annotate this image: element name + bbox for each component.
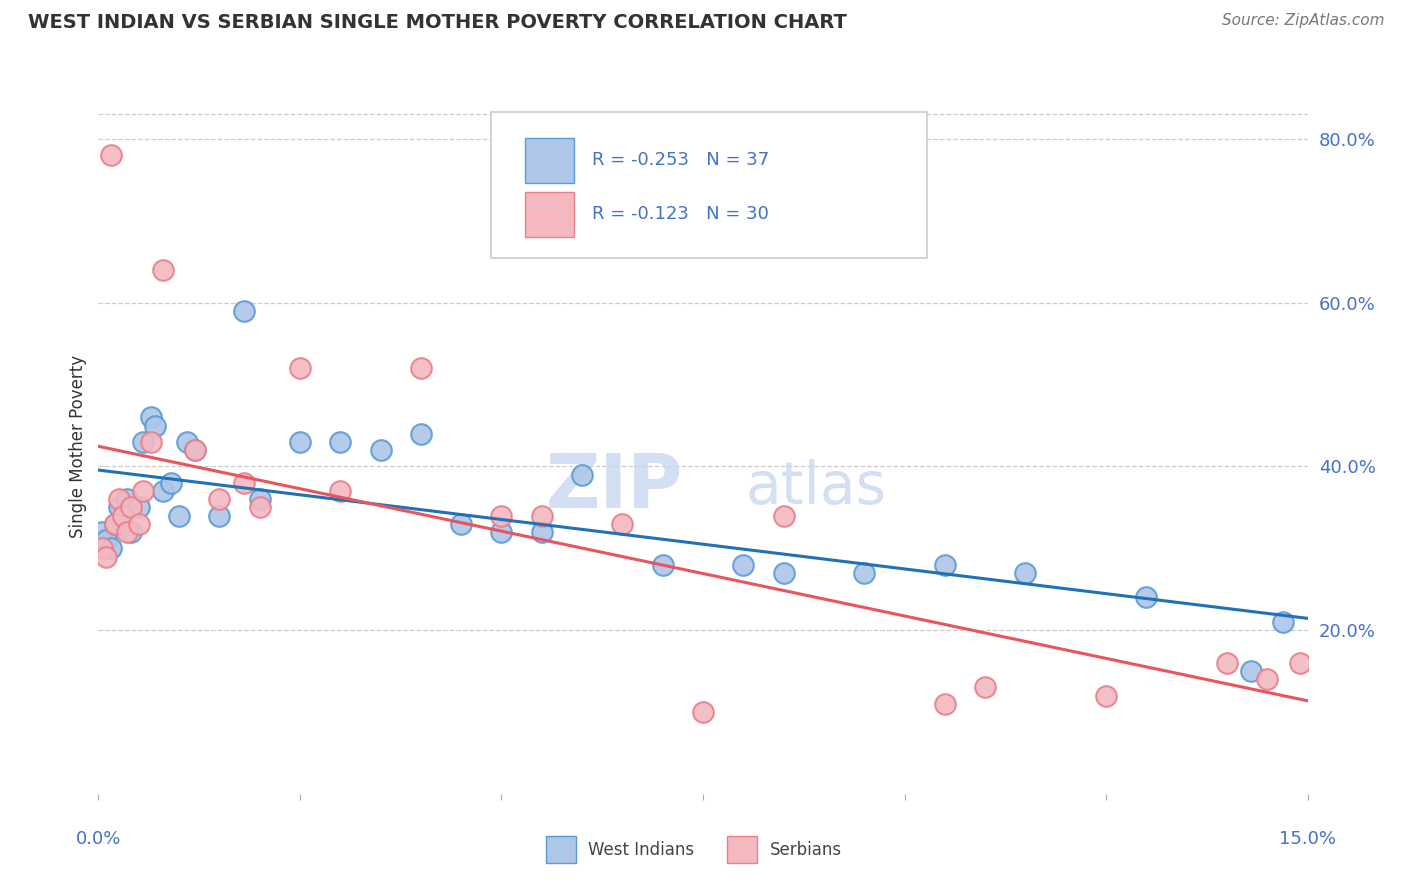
Point	[208, 492, 231, 507]
Point	[176, 434, 198, 449]
Text: R = -0.253   N = 37: R = -0.253 N = 37	[592, 151, 769, 169]
Point	[733, 558, 755, 572]
Point	[934, 558, 956, 572]
Point	[107, 492, 129, 507]
Point	[167, 508, 190, 523]
Point	[103, 516, 125, 531]
Point	[1216, 656, 1239, 670]
Point	[160, 475, 183, 490]
Point	[120, 524, 142, 539]
Point	[232, 475, 254, 490]
Bar	[526, 192, 574, 237]
Point	[1272, 615, 1295, 629]
Point	[571, 467, 593, 482]
Point	[152, 263, 174, 277]
Point	[329, 483, 352, 498]
Point	[491, 508, 513, 523]
Point	[143, 418, 166, 433]
Point	[491, 524, 513, 539]
Bar	[546, 836, 576, 863]
Point	[1256, 673, 1278, 687]
Point	[152, 483, 174, 498]
Point	[103, 516, 125, 531]
Point	[772, 508, 794, 523]
Text: 15.0%: 15.0%	[1279, 830, 1336, 847]
Point	[115, 492, 138, 507]
Point	[107, 500, 129, 515]
Point	[692, 705, 714, 719]
Point	[409, 426, 432, 441]
Point	[249, 500, 271, 515]
Point	[111, 508, 134, 523]
Point	[96, 533, 118, 548]
Point	[111, 508, 134, 523]
Point	[450, 516, 472, 531]
Point	[120, 500, 142, 515]
Point	[530, 508, 553, 523]
Point	[184, 443, 207, 458]
Point	[329, 434, 352, 449]
Point	[288, 361, 311, 376]
Point	[232, 304, 254, 318]
Point	[288, 434, 311, 449]
Point	[139, 434, 162, 449]
Bar	[526, 137, 574, 183]
Point	[132, 434, 155, 449]
Text: West Indians: West Indians	[588, 840, 695, 858]
Point	[934, 697, 956, 711]
Point	[651, 558, 673, 572]
Point	[208, 508, 231, 523]
Point	[132, 483, 155, 498]
Text: Source: ZipAtlas.com: Source: ZipAtlas.com	[1222, 13, 1385, 29]
Y-axis label: Single Mother Poverty: Single Mother Poverty	[69, 354, 87, 538]
Point	[409, 361, 432, 376]
Text: atlas: atlas	[745, 459, 886, 516]
Point	[128, 516, 150, 531]
Point	[1240, 664, 1263, 678]
Point	[1288, 656, 1310, 670]
Point	[128, 500, 150, 515]
Point	[612, 516, 634, 531]
Bar	[727, 836, 758, 863]
Point	[1135, 591, 1157, 605]
Point	[974, 681, 997, 695]
Point	[530, 524, 553, 539]
Point	[853, 566, 876, 580]
Text: 0.0%: 0.0%	[76, 830, 121, 847]
Text: ZIP: ZIP	[546, 451, 683, 524]
Point	[91, 541, 114, 556]
FancyBboxPatch shape	[492, 112, 927, 258]
Text: Serbians: Serbians	[769, 840, 842, 858]
Point	[115, 524, 138, 539]
Point	[1014, 566, 1036, 580]
Text: R = -0.123   N = 30: R = -0.123 N = 30	[592, 205, 769, 223]
Point	[100, 148, 122, 162]
Point	[139, 410, 162, 425]
Point	[100, 541, 122, 556]
Point	[91, 524, 114, 539]
Text: WEST INDIAN VS SERBIAN SINGLE MOTHER POVERTY CORRELATION CHART: WEST INDIAN VS SERBIAN SINGLE MOTHER POV…	[28, 13, 846, 32]
Point	[772, 566, 794, 580]
Point	[96, 549, 118, 564]
Point	[1095, 689, 1118, 703]
Point	[249, 492, 271, 507]
Point	[184, 443, 207, 458]
Point	[370, 443, 392, 458]
